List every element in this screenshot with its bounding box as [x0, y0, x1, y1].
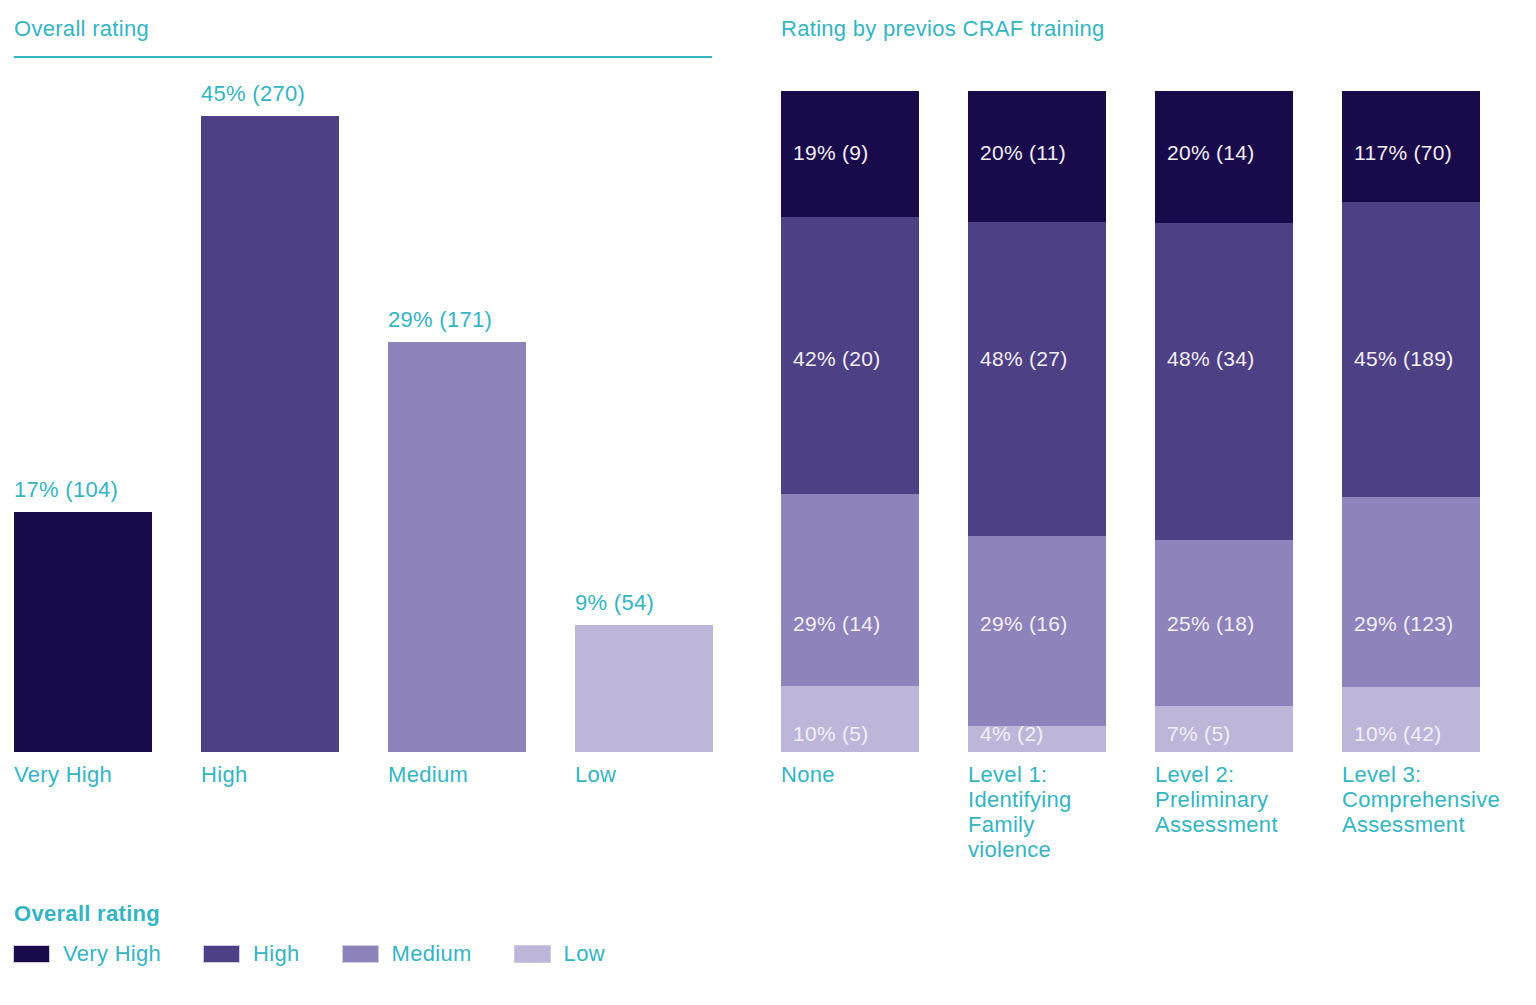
- bar-column-medium: 29% (171): [388, 91, 526, 752]
- bar-value-label-low: 9% (54): [575, 590, 654, 616]
- x-axis-label-level-3: Level 3: Comprehensive Assessment: [1342, 762, 1480, 862]
- segment-label-medium: 29% (16): [980, 613, 1068, 635]
- segment-label-very-high: 20% (11): [980, 142, 1066, 164]
- x-axis-label-none: None: [781, 762, 919, 862]
- left-chart-title: Overall rating: [14, 16, 149, 42]
- stacked-bar-none: 19% (9) 42% (20) 29% (14) 10% (5): [781, 91, 919, 752]
- legend-item-medium: Medium: [342, 941, 472, 967]
- legend-item-high: High: [203, 941, 299, 967]
- legend-label-very-high: Very High: [63, 941, 161, 967]
- legend-swatch-medium: [342, 945, 379, 963]
- bar-very-high: [14, 512, 152, 752]
- overall-rating-plot-area: 17% (104) 45% (270) 29% (171) 9% (54): [14, 91, 713, 752]
- legend-label-low: Low: [564, 941, 605, 967]
- legend-swatch-low: [514, 945, 551, 963]
- x-axis-label-high: High: [201, 762, 339, 787]
- bar-medium: [388, 342, 526, 752]
- bar-high: [201, 116, 339, 752]
- segment-label-very-high: 19% (9): [793, 142, 869, 164]
- segment-medium: [1342, 497, 1480, 687]
- overall-rating-x-axis: Very High High Medium Low: [14, 762, 713, 787]
- legend-item-very-high: Very High: [13, 941, 161, 967]
- bar-value-label-medium: 29% (171): [388, 307, 492, 333]
- segment-label-high: 48% (27): [980, 348, 1068, 370]
- segment-label-high: 45% (189): [1354, 348, 1454, 370]
- segment-label-low: 10% (5): [793, 723, 869, 745]
- stacked-bar-level-3: 117% (70) 45% (189) 29% (123) 10% (42): [1342, 91, 1480, 752]
- segment-label-very-high: 117% (70): [1354, 142, 1452, 164]
- stacked-bar-level-1: 20% (11) 48% (27) 29% (16) 4% (2): [968, 91, 1106, 752]
- segment-label-medium: 29% (123): [1354, 613, 1454, 635]
- bar-column-low: 9% (54): [575, 91, 713, 752]
- stacked-bar-level-2: 20% (14) 48% (34) 25% (18) 7% (5): [1155, 91, 1293, 752]
- legend-title: Overall rating: [14, 901, 160, 927]
- segment-label-medium: 25% (18): [1167, 613, 1255, 635]
- bar-value-label-very-high: 17% (104): [14, 477, 118, 503]
- legend-swatch-very-high: [13, 945, 50, 963]
- x-axis-label-low: Low: [575, 762, 713, 787]
- segment-label-very-high: 20% (14): [1167, 142, 1255, 164]
- segment-label-low: 7% (5): [1167, 723, 1231, 745]
- segment-high: [968, 222, 1106, 536]
- legend-item-low: Low: [514, 941, 605, 967]
- legend-label-high: High: [253, 941, 299, 967]
- legend: Very High High Medium Low: [13, 941, 605, 967]
- segment-medium: [781, 494, 919, 686]
- segment-label-low: 10% (42): [1354, 723, 1442, 745]
- legend-label-medium: Medium: [392, 941, 472, 967]
- right-chart-title: Rating by previos CRAF training: [781, 16, 1105, 42]
- x-axis-label-level-1: Level 1: Identifying Family violence: [968, 762, 1106, 862]
- bar-column-very-high: 17% (104): [14, 91, 152, 752]
- x-axis-label-very-high: Very High: [14, 762, 152, 787]
- craf-training-plot-area: 19% (9) 42% (20) 29% (14) 10% (5) 20% (11) 48…: [781, 91, 1480, 752]
- segment-high: [1155, 223, 1293, 540]
- segment-label-low: 4% (2): [980, 723, 1044, 745]
- bar-value-label-high: 45% (270): [201, 81, 305, 107]
- x-axis-label-medium: Medium: [388, 762, 526, 787]
- craf-training-x-axis: None Level 1: Identifying Family violence…: [781, 762, 1480, 862]
- bar-low: [575, 625, 713, 752]
- legend-swatch-high: [203, 945, 240, 963]
- left-title-underline: [14, 56, 712, 58]
- bar-column-high: 45% (270): [201, 91, 339, 752]
- segment-label-high: 48% (34): [1167, 348, 1255, 370]
- segment-label-high: 42% (20): [793, 348, 881, 370]
- segment-label-medium: 29% (14): [793, 613, 881, 635]
- x-axis-label-level-2: Level 2: Preliminary Assessment: [1155, 762, 1293, 862]
